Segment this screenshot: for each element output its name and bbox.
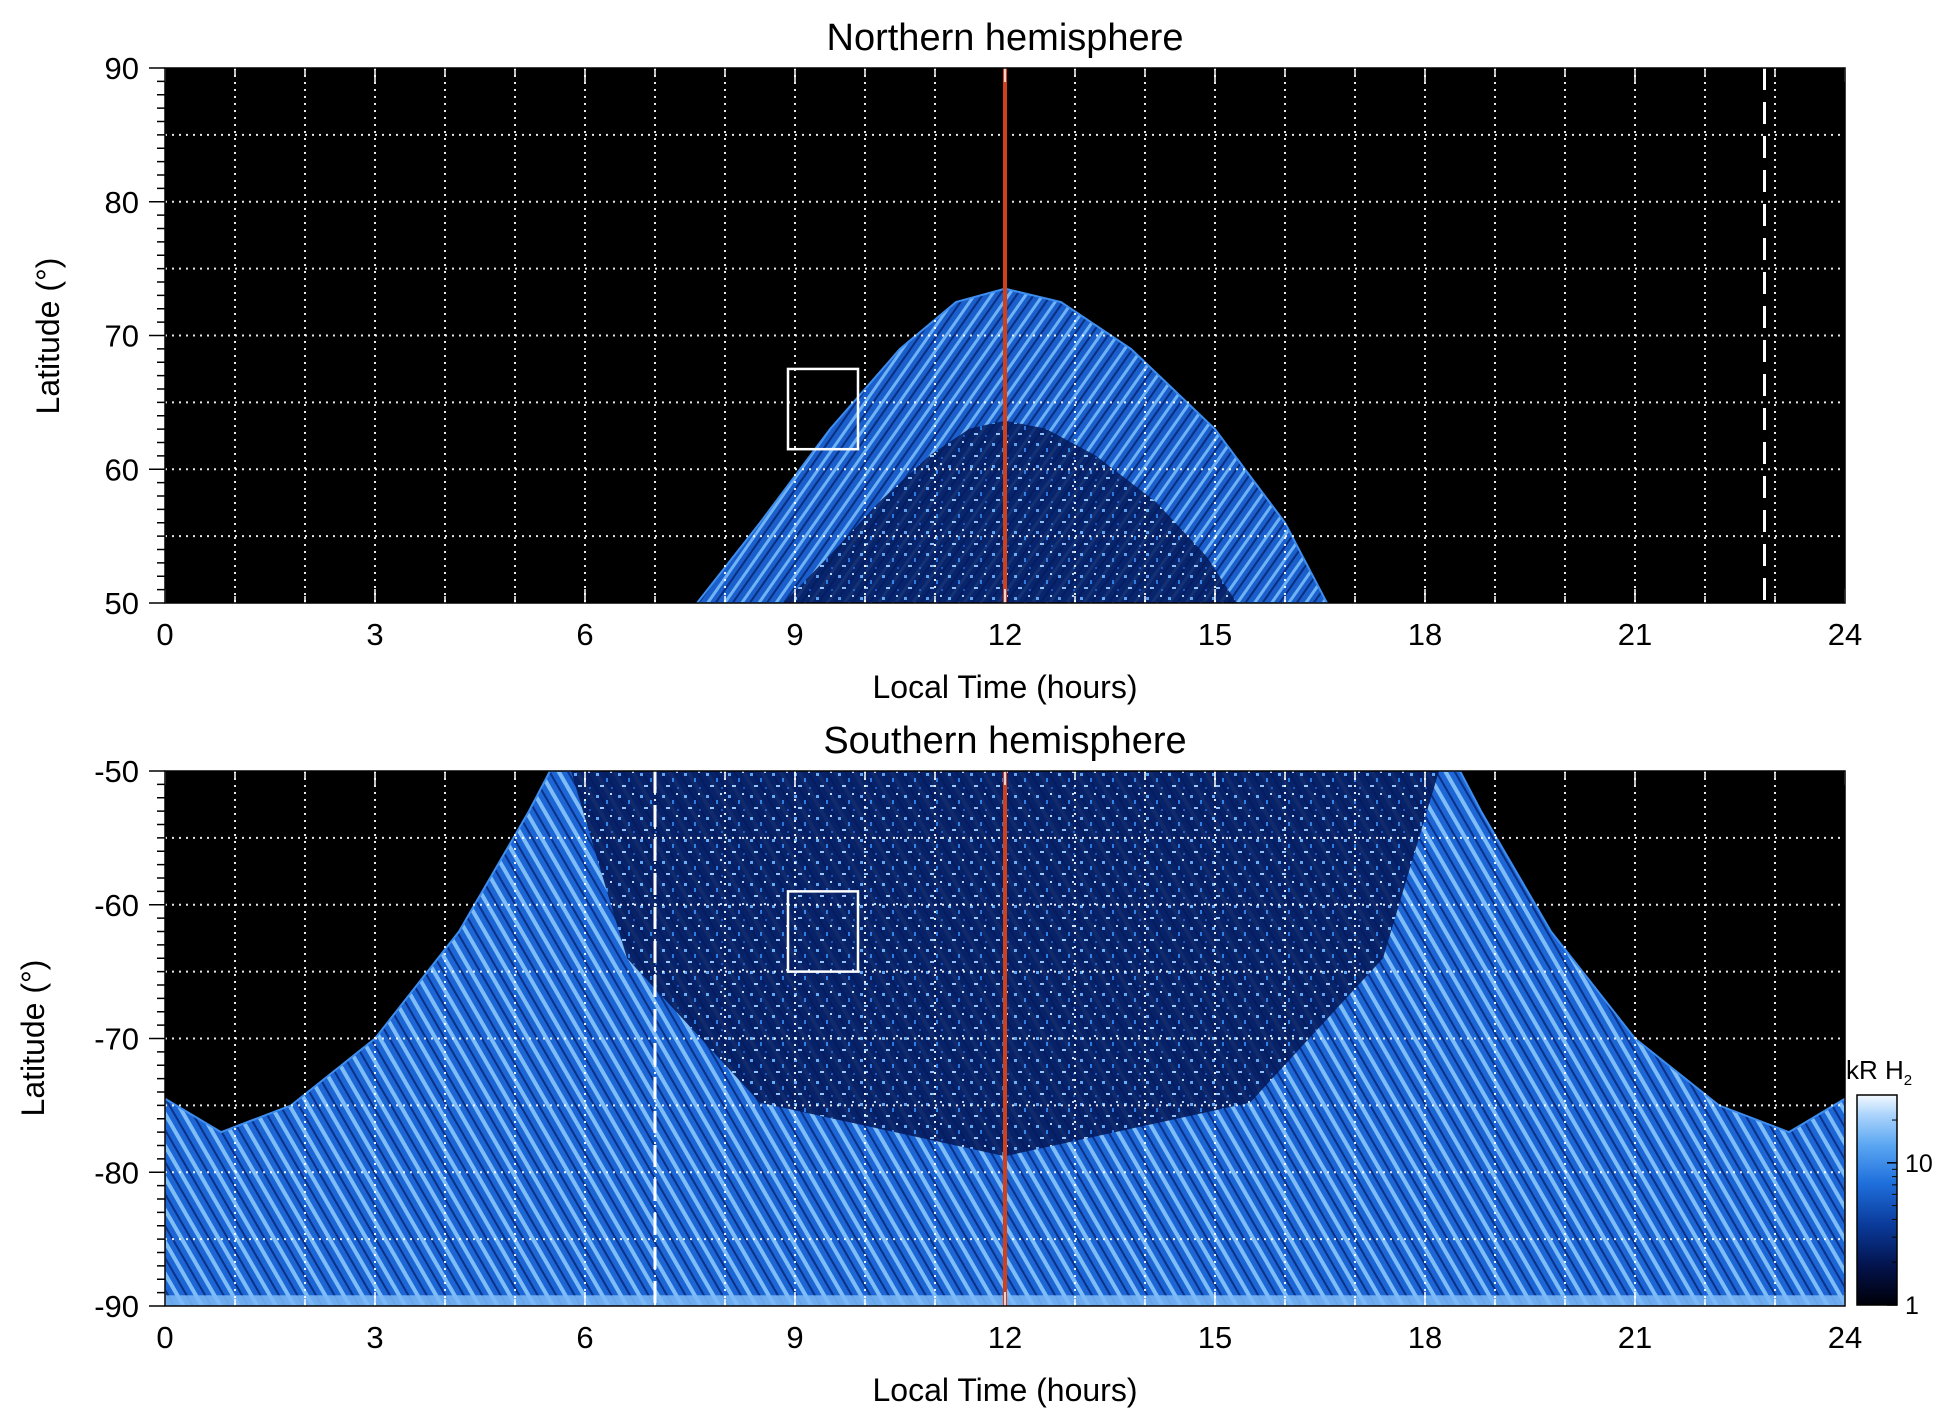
x-tick-label: 21	[1618, 617, 1652, 652]
x-tick-label: 9	[786, 617, 803, 652]
y-tick-label: -80	[94, 1155, 139, 1190]
colorbar-tick-label: 1	[1905, 1292, 1919, 1320]
northern-x-axis-label: Local Time (hours)	[873, 669, 1138, 705]
northern-hemisphere-panel: Northern hemisphere 0 3 6 9 12 15 18 21 24 50 60 7…	[30, 17, 1862, 705]
y-tick-label: 80	[105, 185, 139, 220]
y-tick-label: -50	[94, 754, 139, 789]
x-tick-label: 3	[366, 617, 383, 652]
southern-y-axis-label: Latitude (°)	[15, 960, 51, 1117]
colorbar-ticks: 1 10	[1887, 1094, 1933, 1320]
southern-hemisphere-panel: Southern hemisphere 0 3 6 9 12 15 18 21 24 -50 -6…	[15, 720, 1862, 1408]
x-tick-label: 15	[1198, 617, 1232, 652]
x-tick-label: 18	[1408, 617, 1442, 652]
x-tick-label: 6	[576, 617, 593, 652]
x-tick-label: 6	[576, 1320, 593, 1355]
x-tick-label: 12	[988, 1320, 1022, 1355]
northern-panel-title: Northern hemisphere	[827, 17, 1184, 59]
colorbar-unit-label: kR H2	[1846, 1055, 1912, 1089]
y-tick-label: 90	[105, 51, 139, 86]
x-tick-label: 0	[156, 617, 173, 652]
southern-highlight-box	[786, 890, 860, 973]
northern-plot-frame	[164, 67, 1846, 604]
northern-y-axis-label: Latitude (°)	[30, 258, 66, 415]
southern-plot-frame	[164, 770, 1846, 1307]
y-tick-label: -70	[94, 1022, 139, 1057]
southern-x-axis-label: Local Time (hours)	[873, 1372, 1138, 1408]
y-tick-label: -60	[94, 888, 139, 923]
x-tick-label: 0	[156, 1320, 173, 1355]
x-tick-label: 18	[1408, 1320, 1442, 1355]
southern-x-tick-labels: 0 3 6 9 12 15 18 21 24	[156, 1320, 1862, 1355]
colorbar: kR H2 1 10	[1846, 1055, 1933, 1320]
northern-y-tick-labels: 50 60 70 80 90	[105, 51, 139, 621]
y-tick-label: 50	[105, 586, 139, 621]
y-tick-label: -90	[94, 1289, 139, 1324]
northern-x-tick-labels: 0 3 6 9 12 15 18 21 24	[156, 617, 1862, 652]
x-tick-label: 12	[988, 617, 1022, 652]
x-tick-label: 3	[366, 1320, 383, 1355]
x-tick-label: 9	[786, 1320, 803, 1355]
y-tick-label: 60	[105, 452, 139, 487]
x-tick-label: 15	[1198, 1320, 1232, 1355]
northern-highlight-box	[786, 367, 860, 451]
southern-y-tick-labels: -50 -60 -70 -80 -90	[94, 754, 139, 1324]
southern-panel-title: Southern hemisphere	[823, 720, 1186, 762]
x-tick-label: 21	[1618, 1320, 1652, 1355]
northern-inner-dark-band	[783, 420, 1237, 603]
colorbar-gradient	[1856, 1094, 1898, 1306]
x-tick-label: 24	[1828, 617, 1862, 652]
colorbar-tick-label: 10	[1905, 1150, 1933, 1178]
x-tick-label: 24	[1828, 1320, 1862, 1355]
y-tick-label: 70	[105, 319, 139, 354]
